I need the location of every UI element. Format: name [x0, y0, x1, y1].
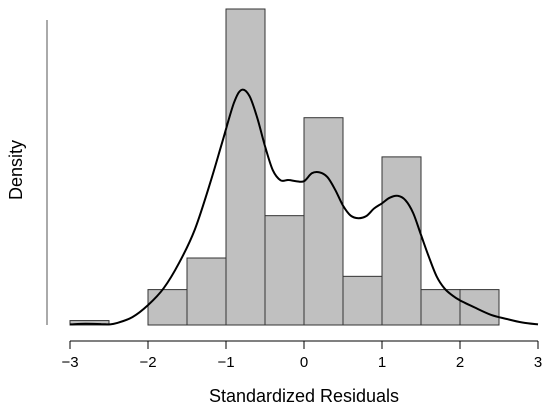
- x-axis: −3 −2 −1 0 1 2 3: [61, 340, 542, 371]
- x-tick-label: 3: [534, 354, 542, 371]
- histogram-bar: [420, 289, 461, 326]
- histogram-bar: [147, 289, 188, 326]
- histogram-bar: [459, 289, 500, 326]
- density-curve: [69, 88, 539, 326]
- histogram-bar: [303, 117, 344, 326]
- x-ticks: −3 −2 −1 0 1 2 3: [61, 341, 542, 371]
- y-axis-title: Density: [6, 140, 26, 200]
- x-tick-label: −1: [217, 354, 234, 371]
- x-tick-label: −2: [139, 354, 156, 371]
- histogram-bar: [381, 156, 422, 326]
- x-tick-label: 1: [378, 354, 386, 371]
- x-tick-label: 0: [300, 354, 308, 371]
- histogram-bars: [69, 8, 500, 326]
- histogram-bar: [186, 257, 227, 326]
- histogram-bar: [264, 215, 305, 326]
- histogram-bar: [342, 275, 383, 326]
- x-axis-title: Standardized Residuals: [209, 386, 399, 406]
- x-tick-label: 2: [456, 354, 464, 371]
- histogram-bar: [225, 8, 266, 326]
- x-tick-label: −3: [61, 354, 78, 371]
